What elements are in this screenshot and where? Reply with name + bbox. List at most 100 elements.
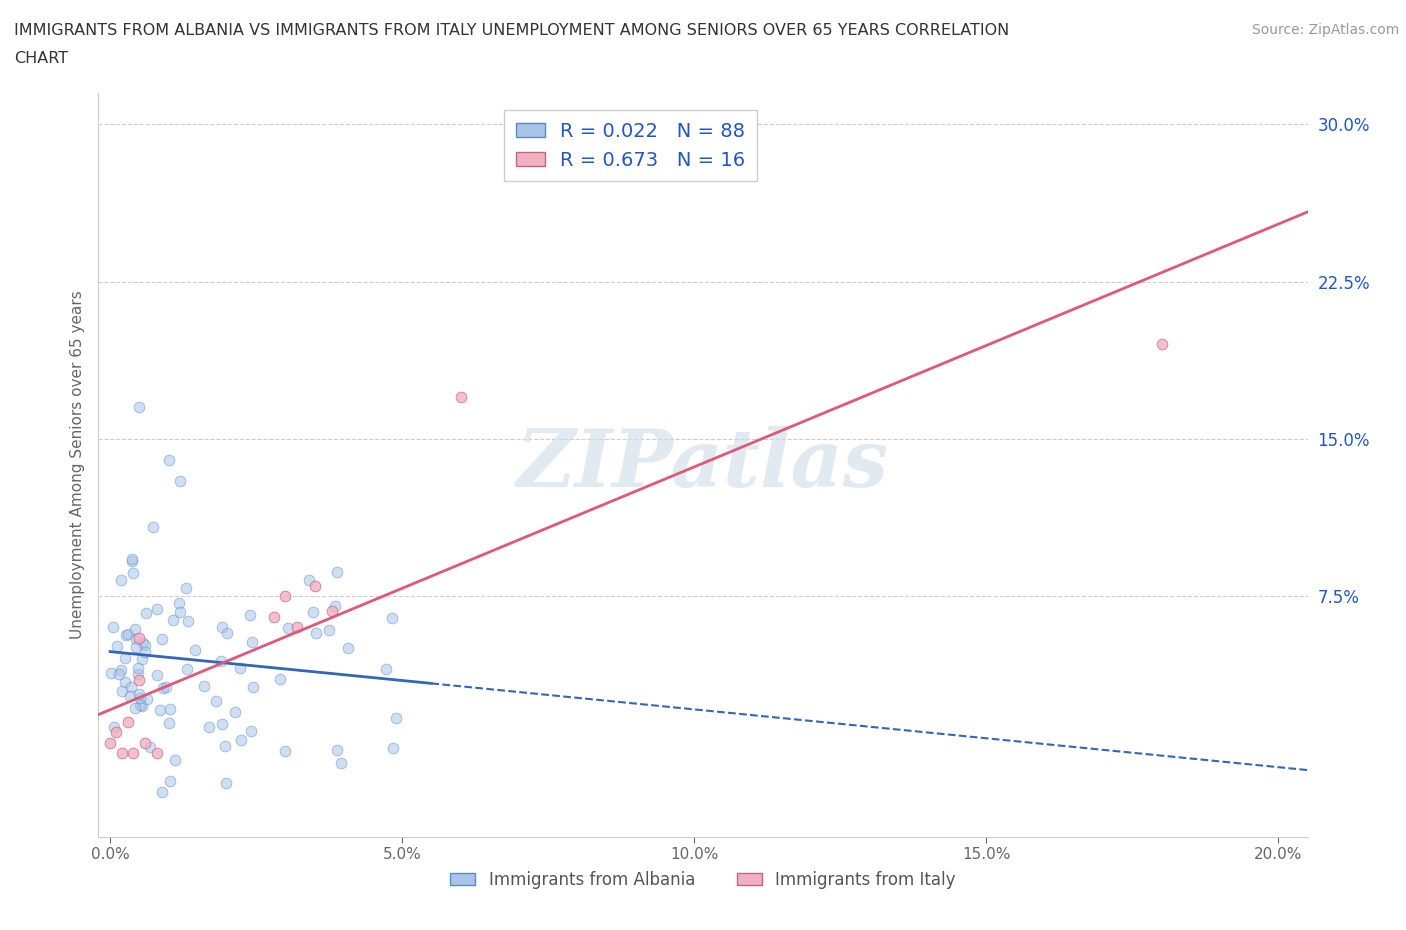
- Point: [104, 724, 127, 739]
- Point: [114, 674, 136, 689]
- Point: [163, 752, 186, 767]
- Point: [305, 625, 328, 640]
- Point: [131, 652, 153, 667]
- Point: [204, 693, 226, 708]
- Point: [302, 604, 325, 619]
- Point: [159, 774, 181, 789]
- Point: [128, 400, 150, 415]
- Point: [242, 680, 264, 695]
- Point: [124, 700, 146, 715]
- Point: [323, 599, 346, 614]
- Point: [135, 605, 157, 620]
- Point: [120, 689, 142, 704]
- Legend: Immigrants from Albania, Immigrants from Italy: Immigrants from Albania, Immigrants from…: [444, 864, 962, 896]
- Point: [285, 620, 308, 635]
- Point: [176, 661, 198, 676]
- Point: [146, 602, 169, 617]
- Point: [128, 698, 150, 712]
- Point: [277, 620, 299, 635]
- Point: [98, 736, 121, 751]
- Point: [108, 667, 131, 682]
- Point: [229, 661, 252, 676]
- Point: [125, 631, 148, 646]
- Point: [117, 714, 139, 729]
- Point: [110, 663, 132, 678]
- Point: [111, 684, 134, 698]
- Point: [105, 638, 128, 653]
- Text: CHART: CHART: [14, 51, 67, 66]
- Text: ZIPatlas: ZIPatlas: [517, 426, 889, 504]
- Point: [134, 736, 156, 751]
- Point: [298, 572, 321, 587]
- Point: [375, 661, 398, 676]
- Point: [120, 680, 142, 695]
- Point: [169, 604, 191, 619]
- Point: [209, 654, 232, 669]
- Point: [150, 631, 173, 646]
- Point: [336, 641, 359, 656]
- Point: [326, 565, 349, 579]
- Point: [134, 637, 156, 652]
- Point: [117, 626, 139, 641]
- Point: [321, 604, 343, 618]
- Point: [450, 390, 472, 405]
- Point: [110, 572, 132, 587]
- Point: [139, 739, 162, 754]
- Point: [114, 650, 136, 665]
- Point: [215, 776, 238, 790]
- Point: [184, 643, 207, 658]
- Point: [127, 660, 149, 675]
- Point: [318, 622, 340, 637]
- Point: [100, 665, 122, 680]
- Point: [217, 626, 239, 641]
- Point: [124, 622, 146, 637]
- Point: [131, 699, 153, 714]
- Point: [125, 639, 148, 654]
- Point: [211, 716, 233, 731]
- Point: [198, 720, 221, 735]
- Point: [129, 691, 152, 706]
- Text: Source: ZipAtlas.com: Source: ZipAtlas.com: [1251, 23, 1399, 37]
- Point: [193, 679, 215, 694]
- Point: [159, 715, 181, 730]
- Point: [239, 607, 262, 622]
- Point: [128, 631, 150, 645]
- Point: [224, 704, 246, 719]
- Point: [240, 634, 263, 649]
- Point: [128, 672, 150, 687]
- Point: [229, 732, 252, 747]
- Point: [103, 619, 125, 634]
- Text: IMMIGRANTS FROM ALBANIA VS IMMIGRANTS FROM ITALY UNEMPLOYMENT AMONG SENIORS OVER: IMMIGRANTS FROM ALBANIA VS IMMIGRANTS FR…: [14, 23, 1010, 38]
- Point: [274, 589, 297, 604]
- Point: [121, 565, 143, 580]
- Point: [111, 746, 134, 761]
- Point: [169, 473, 191, 488]
- Point: [155, 679, 177, 694]
- Point: [381, 610, 404, 625]
- Point: [150, 784, 173, 799]
- Point: [162, 613, 184, 628]
- Point: [330, 756, 353, 771]
- Point: [122, 746, 145, 761]
- Point: [384, 711, 406, 725]
- Point: [263, 609, 285, 624]
- Point: [127, 667, 149, 682]
- Point: [304, 578, 326, 593]
- Point: [269, 672, 291, 687]
- Point: [149, 703, 172, 718]
- Point: [214, 739, 236, 754]
- Point: [239, 724, 262, 738]
- Point: [381, 740, 404, 755]
- Y-axis label: Unemployment Among Seniors over 65 years: Unemployment Among Seniors over 65 years: [69, 291, 84, 640]
- Point: [176, 614, 198, 629]
- Point: [103, 720, 125, 735]
- Point: [121, 552, 143, 567]
- Point: [115, 628, 138, 643]
- Point: [326, 742, 349, 757]
- Point: [1150, 337, 1173, 352]
- Point: [136, 692, 159, 707]
- Point: [128, 686, 150, 701]
- Point: [146, 668, 169, 683]
- Point: [134, 644, 156, 659]
- Point: [167, 595, 190, 610]
